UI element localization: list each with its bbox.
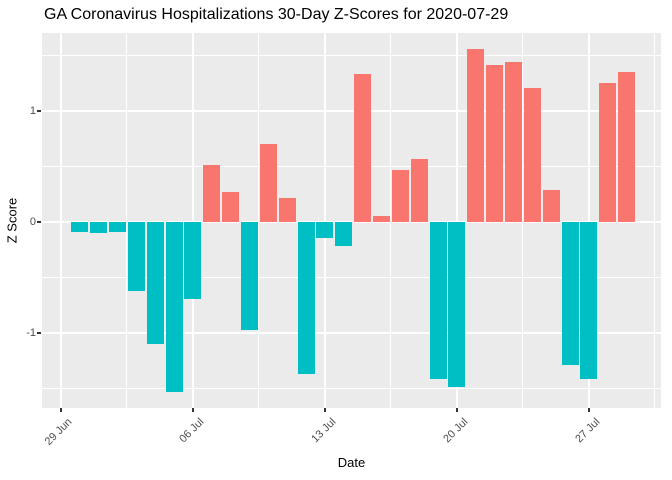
y-tick-label: -1: [26, 327, 36, 339]
bar-2020-07-09: [241, 222, 259, 330]
minor-gridline-vertical: [522, 33, 524, 408]
bar-2020-07-02: [109, 222, 127, 232]
bar-2020-07-22: [486, 65, 504, 222]
bar-2020-07-14: [335, 222, 353, 247]
bar-2020-07-24: [523, 87, 541, 222]
major-gridline-horizontal: [42, 110, 661, 112]
major-gridline-vertical: [587, 33, 590, 408]
bar-2020-07-25: [542, 189, 560, 222]
bar-2020-07-23: [505, 62, 523, 222]
minor-gridline-vertical: [654, 33, 656, 408]
y-axis-tick: [37, 110, 41, 112]
bar-2020-07-10: [259, 144, 277, 222]
y-axis-tick: [37, 332, 41, 334]
bar-2020-07-08: [222, 192, 240, 222]
bar-2020-07-07: [203, 165, 221, 222]
major-gridline-vertical: [323, 33, 326, 408]
bar-2020-07-15: [354, 74, 372, 222]
y-axis-title: Z Score: [4, 197, 20, 244]
x-axis-tick: [60, 408, 62, 412]
bar-2020-07-21: [467, 48, 485, 222]
x-axis-tick: [587, 408, 590, 412]
bar-2020-07-26: [561, 222, 579, 366]
minor-gridline-vertical: [258, 33, 260, 408]
bar-2020-07-27: [580, 222, 598, 379]
chart-title: GA Coronavirus Hospitalizations 30-Day Z…: [44, 6, 509, 23]
bar-2020-07-17: [391, 169, 409, 222]
x-axis-tick: [191, 408, 194, 412]
minor-gridline-horizontal: [42, 166, 661, 167]
y-axis-tick: [37, 221, 41, 223]
minor-gridline-horizontal: [42, 388, 661, 389]
major-gridline-vertical: [455, 33, 458, 408]
x-tick-label: 29 Jun: [42, 416, 75, 448]
bar-2020-07-18: [410, 158, 428, 222]
bar-2020-07-01: [90, 222, 108, 234]
bar-2020-07-28: [599, 83, 617, 222]
bar-2020-07-11: [278, 197, 296, 222]
x-tick-label: 27 Jul: [573, 416, 603, 446]
minor-gridline-horizontal: [42, 55, 661, 56]
bar-2020-07-20: [448, 222, 466, 388]
x-tick-label: 13 Jul: [309, 416, 339, 446]
major-gridline-horizontal: [42, 332, 661, 334]
x-axis-tick: [323, 408, 326, 412]
x-axis-title: Date: [337, 455, 366, 470]
y-tick-label: 1: [29, 105, 36, 117]
bar-2020-07-03: [127, 222, 145, 291]
bar-2020-07-29: [618, 72, 636, 222]
major-gridline-vertical: [191, 33, 194, 408]
bar-2020-07-04: [146, 222, 164, 345]
bar-2020-07-16: [373, 216, 391, 222]
minor-gridline-vertical: [390, 33, 392, 408]
major-gridline-vertical: [60, 33, 62, 408]
minor-gridline-vertical: [126, 33, 128, 408]
bar-2020-07-12: [297, 222, 315, 375]
bar-2020-07-13: [316, 222, 334, 238]
x-tick-label: 06 Jul: [177, 416, 207, 446]
bar-2020-07-06: [184, 222, 202, 299]
plot-panel: [42, 33, 661, 408]
bar-2020-07-05: [165, 222, 183, 392]
x-axis-tick: [455, 408, 458, 412]
y-tick-label: 0: [29, 216, 36, 228]
x-tick-label: 20 Jul: [441, 416, 471, 446]
bar-2020-07-19: [429, 222, 447, 379]
bar-2020-06-30: [71, 222, 89, 232]
minor-gridline-horizontal: [42, 277, 661, 278]
